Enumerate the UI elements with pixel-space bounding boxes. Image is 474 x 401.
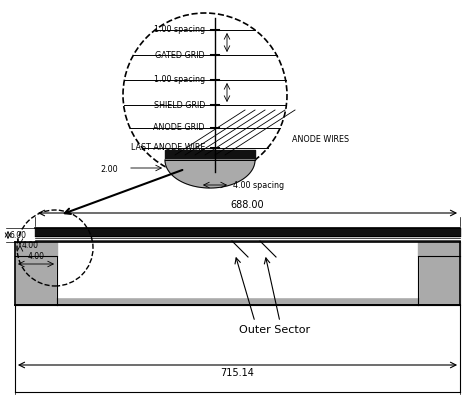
- Polygon shape: [165, 160, 255, 188]
- Text: 1.00 spacing: 1.00 spacing: [154, 26, 205, 34]
- Text: 688.00: 688.00: [231, 200, 264, 210]
- Text: 715.14: 715.14: [220, 368, 255, 378]
- Text: 4.00 spacing: 4.00 spacing: [233, 180, 284, 190]
- Text: ANODE WIRES: ANODE WIRES: [292, 136, 349, 144]
- Text: Outer Sector: Outer Sector: [239, 325, 310, 335]
- Text: 4.00: 4.00: [22, 241, 39, 249]
- Text: 2.00: 2.00: [100, 166, 118, 174]
- Text: 1.00 spacing: 1.00 spacing: [154, 75, 205, 85]
- Text: 6.00: 6.00: [10, 231, 27, 239]
- Text: LAST ANODE WIRE: LAST ANODE WIRE: [131, 144, 205, 152]
- Text: GATED GRID: GATED GRID: [155, 51, 205, 59]
- Text: 4.00: 4.00: [27, 252, 45, 261]
- Text: SHIELD GRID: SHIELD GRID: [154, 101, 205, 109]
- Text: ANODE GRID: ANODE GRID: [154, 124, 205, 132]
